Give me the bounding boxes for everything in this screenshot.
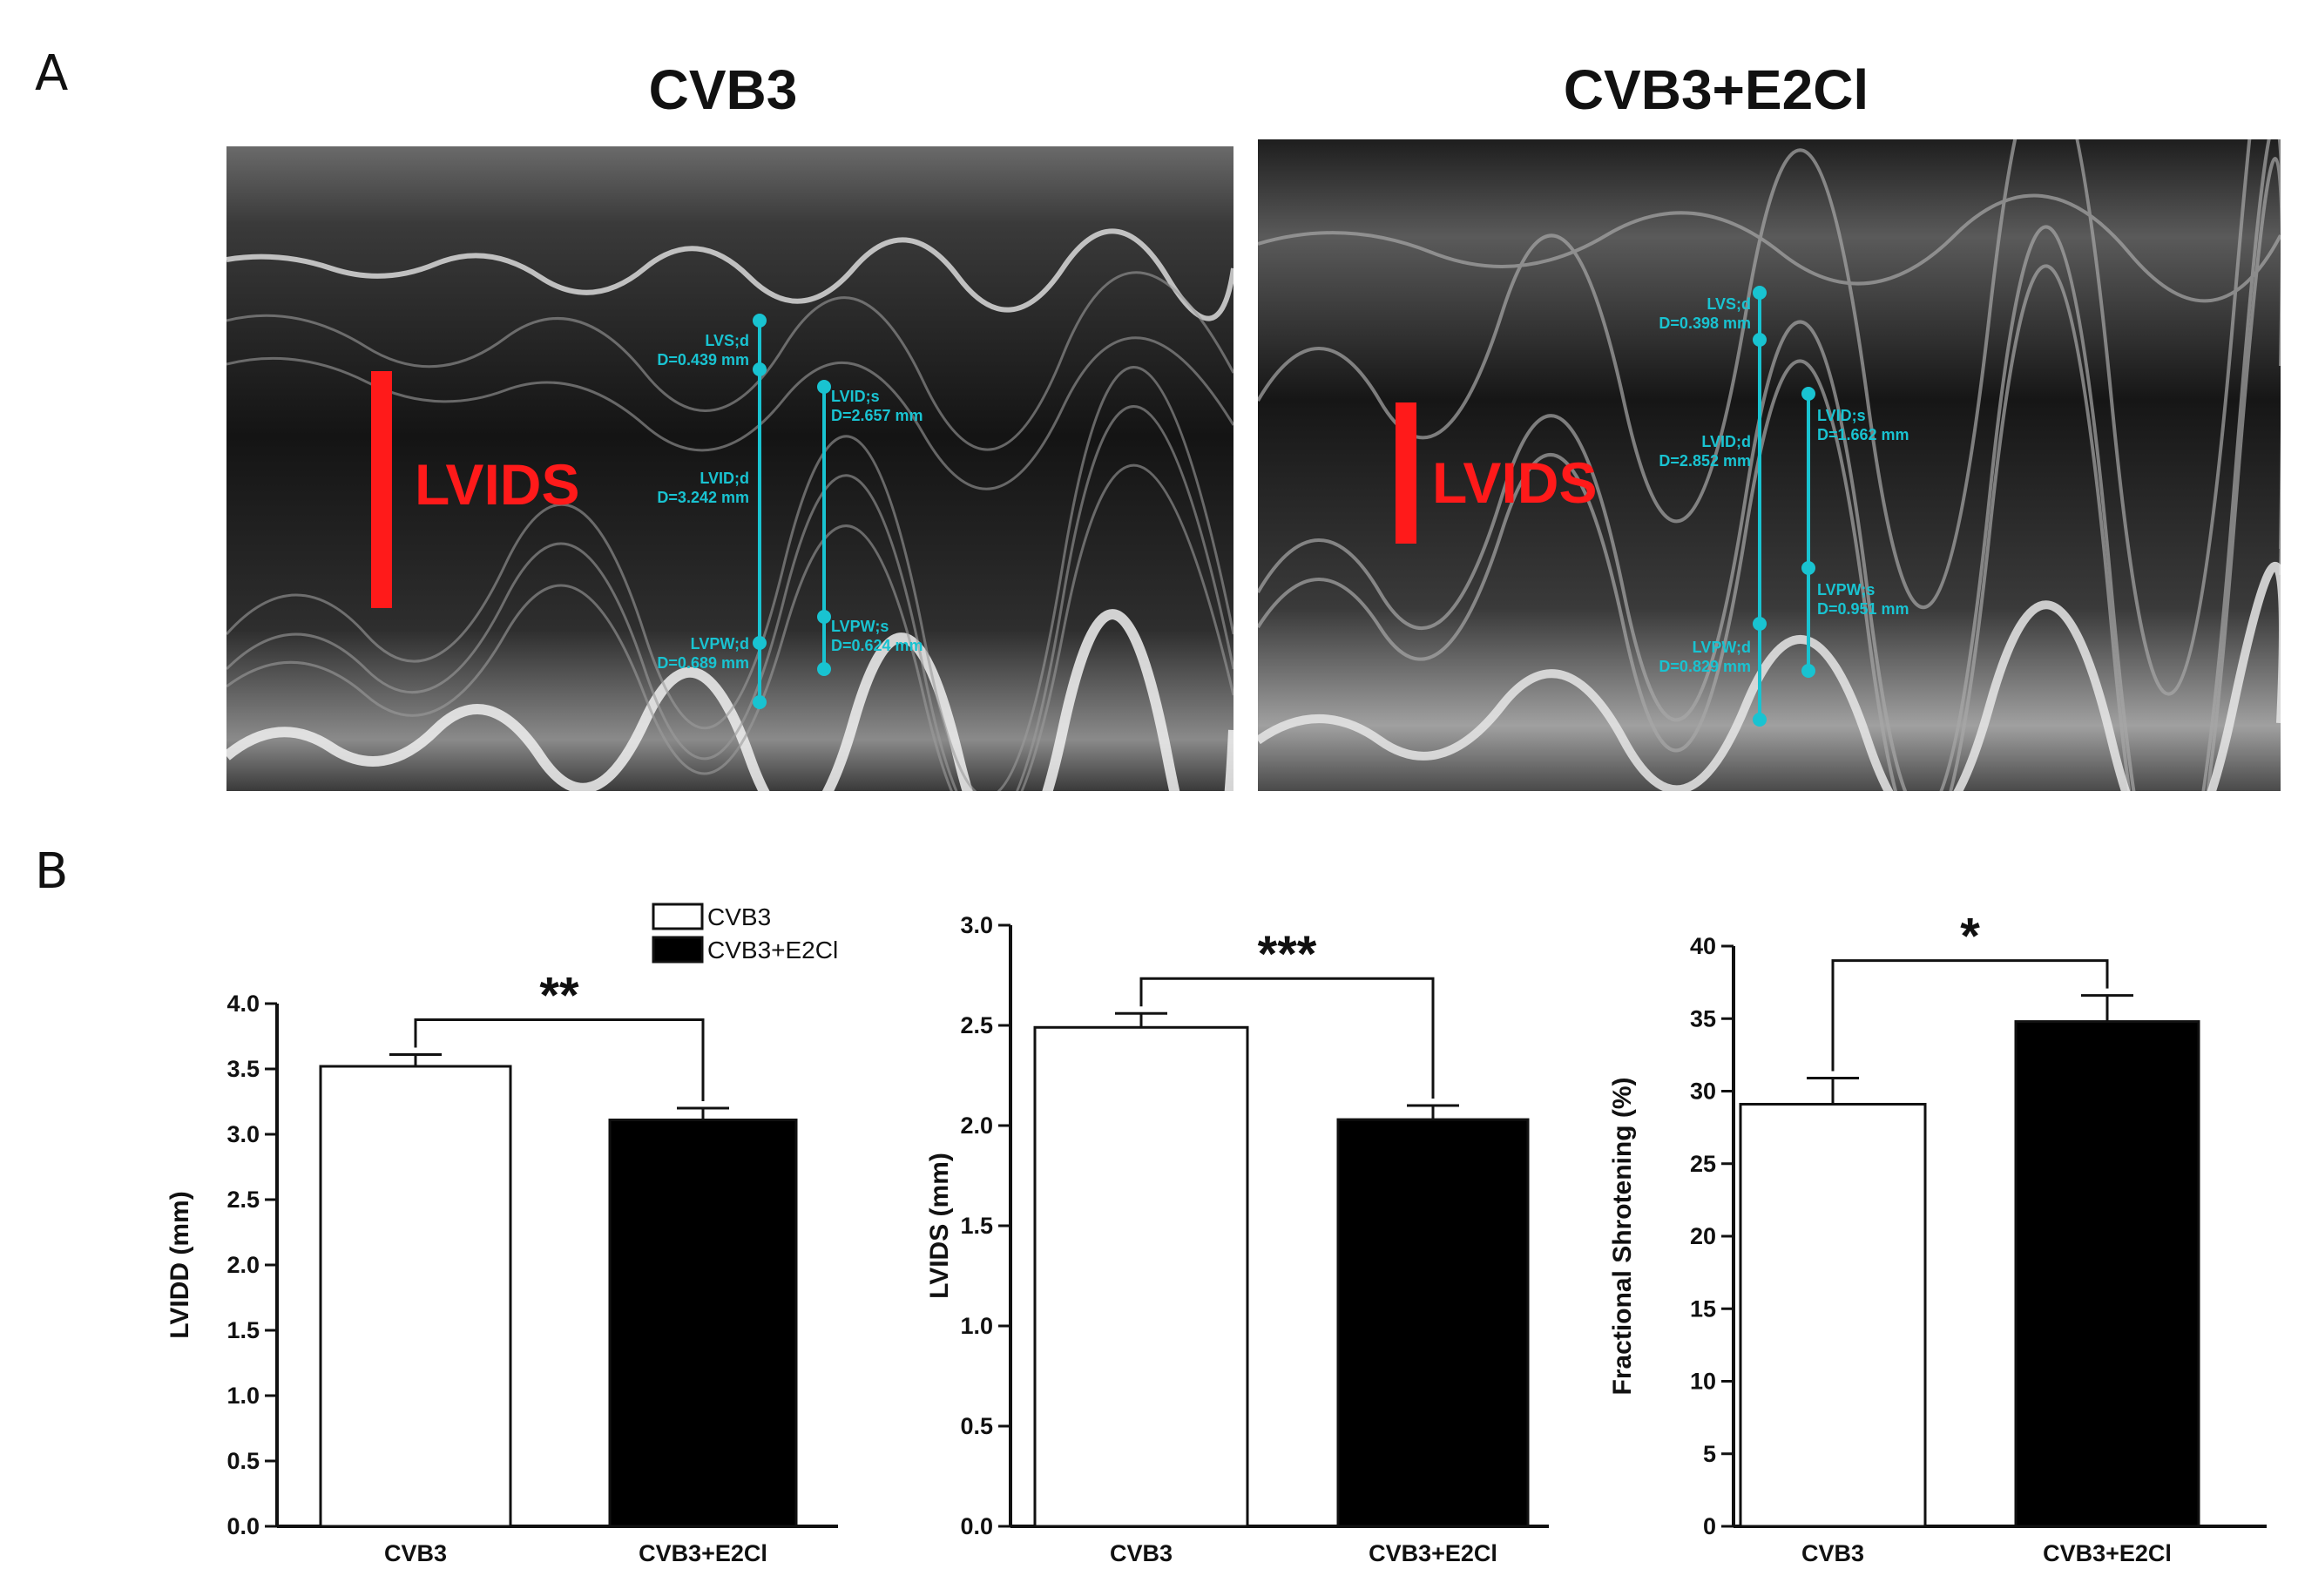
y-axis-label: Fractional Shrotening (%)	[1608, 1077, 1637, 1395]
bar	[1739, 1102, 1927, 1528]
lvids-tag-left: LVIDS	[415, 452, 580, 517]
measure-lvpwd-left: LVPW;d D=0.689 mm	[657, 635, 749, 672]
y-tick-label: 1.0	[960, 1313, 993, 1339]
significance-bracket	[1831, 959, 2109, 1072]
echo-texture-left	[226, 146, 1233, 791]
significance-marker: **	[539, 968, 579, 1025]
y-tick-label: 2.0	[226, 1252, 260, 1278]
y-tick-label: 1.5	[960, 1213, 993, 1239]
y-tick-label: 15	[1690, 1295, 1716, 1322]
significance-marker: ***	[1258, 926, 1317, 983]
x-category-label: CVB3	[1110, 1540, 1173, 1566]
y-axis-label: LVIDD (mm)	[166, 1191, 194, 1338]
lvids-marker-right	[1396, 402, 1416, 544]
y-tick-label: 5	[1703, 1441, 1716, 1467]
measure-lvidd-right: LVID;d D=2.852 mm	[1659, 433, 1751, 470]
echo-title-left: CVB3	[648, 58, 798, 121]
y-tick-label: 4.0	[226, 991, 260, 1017]
y-tick-label: 0.0	[960, 1513, 993, 1539]
y-axis-label: LVIDS (mm)	[925, 1153, 954, 1299]
y-tick-label: 35	[1690, 1005, 1716, 1031]
measure-lvpws-right: LVPW;s D=0.951 mm	[1817, 581, 1909, 618]
y-tick-label: 0.0	[226, 1513, 260, 1539]
measure-lvidd-left: LVID;d D=3.242 mm	[657, 470, 749, 506]
y-tick-label: 2.5	[226, 1187, 260, 1213]
x-category-label: CVB3+E2Cl	[2043, 1540, 2172, 1566]
bar	[319, 1065, 512, 1528]
y-tick-label: 3.0	[226, 1121, 260, 1147]
y-tick-label: 10	[1690, 1369, 1716, 1395]
x-category-label: CVB3+E2Cl	[639, 1540, 767, 1566]
measure-lvsd-right: LVS;d D=0.398 mm	[1659, 295, 1751, 332]
measurement-calipers-right	[1753, 286, 1815, 727]
legend-label: CVB3	[707, 903, 771, 930]
x-category-label: CVB3+E2Cl	[1369, 1540, 1497, 1566]
y-tick-label: 40	[1690, 933, 1716, 959]
x-category-label: CVB3	[1801, 1540, 1864, 1566]
lvids-marker-left	[371, 371, 392, 608]
bar	[2014, 1020, 2200, 1528]
echo-title-right: CVB3+E2Cl	[1563, 58, 1869, 121]
legend-swatch	[652, 903, 704, 930]
echo-image-left: LVS;d D=0.439 mm LVID;d D=3.242 mm LVPW;d D…	[226, 146, 1233, 791]
bar	[1336, 1118, 1530, 1528]
panel-label-b: B	[35, 843, 69, 900]
legend-swatch	[652, 936, 704, 964]
measurement-calipers-left	[753, 314, 831, 709]
y-tick-label: 1.5	[226, 1317, 260, 1343]
bar	[608, 1119, 798, 1528]
legend-label: CVB3+E2Cl	[707, 937, 838, 964]
measure-lvids-left: LVID;s D=2.657 mm	[831, 388, 923, 424]
y-tick-label: 2.0	[960, 1112, 993, 1139]
bar	[1033, 1025, 1249, 1528]
y-tick-label: 3.0	[960, 912, 993, 938]
y-tick-label: 0	[1703, 1513, 1716, 1539]
echo-texture-right	[1258, 139, 2281, 791]
measure-lvpws-left: LVPW;s D=0.624 mm	[831, 618, 923, 654]
significance-bracket	[414, 1018, 705, 1101]
significance-marker: *	[1960, 909, 1980, 965]
y-tick-label: 3.5	[226, 1056, 260, 1082]
echo-image-right: LVS;d D=0.398 mm LVID;d D=2.852 mm LVPW;d D…	[1258, 139, 2281, 791]
panel-label-a: A	[35, 45, 69, 102]
y-tick-label: 25	[1690, 1151, 1716, 1177]
measure-lvsd-left: LVS;d D=0.439 mm	[657, 332, 749, 369]
significance-bracket	[1139, 977, 1435, 1099]
y-tick-label: 30	[1690, 1079, 1716, 1105]
y-tick-label: 20	[1690, 1223, 1716, 1249]
y-tick-label: 0.5	[226, 1448, 260, 1474]
y-tick-label: 2.5	[960, 1012, 993, 1038]
measure-lvpwd-right: LVPW;d D=0.829 mm	[1659, 639, 1751, 675]
lvids-tag-right: LVIDS	[1432, 450, 1598, 515]
y-tick-label: 0.5	[960, 1413, 993, 1439]
y-tick-label: 1.0	[226, 1383, 260, 1409]
x-category-label: CVB3	[384, 1540, 447, 1566]
measure-lvids-right: LVID;s D=1.662 mm	[1817, 407, 1909, 443]
